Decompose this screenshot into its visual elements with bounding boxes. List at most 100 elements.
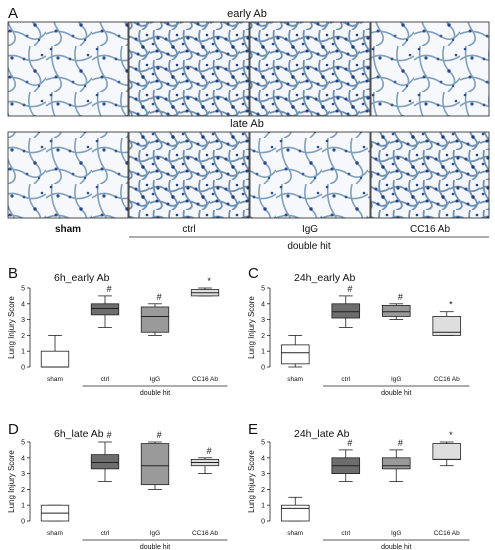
category-label: IgG <box>150 530 160 537</box>
charts-layer: B 6h_early Ab 0 1 2 3 4 5 Lung Injury Score sham #… <box>7 265 470 550</box>
box-body <box>90 454 120 470</box>
panel-letter: D <box>8 421 19 438</box>
box-ctrl: # <box>90 284 120 328</box>
significance-mark: # <box>107 430 112 440</box>
y-tick-label: 1 <box>261 349 265 356</box>
y-tick-label: 0 <box>261 519 265 526</box>
micrograph-early-sham <box>7 21 129 117</box>
double-hit-label: double hit <box>381 544 411 550</box>
significance-mark: # <box>157 292 162 302</box>
chart-title: 24h_late Ab <box>294 428 350 440</box>
significance-mark: # <box>347 438 352 448</box>
significance-mark: # <box>107 284 112 294</box>
box-body <box>331 303 361 319</box>
y-tick-label: 1 <box>261 503 265 510</box>
category-label: ctrl <box>101 376 110 383</box>
early-ab-label: early Ab <box>227 8 267 20</box>
chart-b: B 6h_early Ab 0 1 2 3 4 5 Lung Injury Score sham #… <box>7 265 228 397</box>
y-tick-label: 3 <box>261 471 265 478</box>
chart-title: 6h_late Ab <box>54 428 104 440</box>
y-tick-label: 0 <box>21 519 25 526</box>
box-body <box>40 350 70 368</box>
y-tick-label: 0 <box>261 365 265 372</box>
panel-letter: B <box>8 265 18 282</box>
y-tick-label: 2 <box>261 487 265 494</box>
category-label: CC16 Ab <box>434 530 460 537</box>
y-tick-label: 2 <box>21 487 25 494</box>
panel-a-letter: A <box>8 5 18 22</box>
double-hit-label: double hit <box>381 390 411 397</box>
y-tick-label: 3 <box>261 317 265 324</box>
box-sham <box>280 334 310 368</box>
box-body <box>381 457 411 470</box>
box-body <box>140 443 170 486</box>
box-body <box>90 303 120 316</box>
box-sham <box>40 334 70 368</box>
y-axis-label: Lung Injury Score <box>247 296 256 359</box>
y-tick-label: 4 <box>261 301 265 308</box>
box-body <box>280 344 310 365</box>
double-hit-label: double hit <box>140 544 170 550</box>
group-label-sham: sham <box>55 224 81 235</box>
y-tick-label: 1 <box>21 349 25 356</box>
significance-mark: # <box>207 446 212 456</box>
y-tick-label: 5 <box>261 286 265 293</box>
category-label: IgG <box>391 530 401 537</box>
y-tick-label: 4 <box>21 301 25 308</box>
category-label: ctrl <box>341 530 350 537</box>
box-cc16-ab: * <box>190 276 220 297</box>
group-label-ctrl: ctrl <box>182 224 195 235</box>
micrograph-late-cc16 <box>370 131 490 219</box>
y-tick-label: 3 <box>21 317 25 324</box>
box-igg: # <box>140 292 170 336</box>
y-tick-label: 2 <box>21 333 25 340</box>
y-tick-label: 0 <box>21 365 25 372</box>
significance-mark: # <box>347 284 352 294</box>
y-tick-label: 3 <box>21 471 25 478</box>
category-label: IgG <box>150 376 160 383</box>
micrograph-early-igg <box>249 21 371 117</box>
double-hit-label: double hit <box>287 241 331 252</box>
y-tick-label: 5 <box>261 440 265 447</box>
y-axis-label: Lung Injury Score <box>7 450 16 513</box>
box-cc16-ab: * <box>432 300 462 336</box>
y-axis-label: Lung Injury Score <box>7 296 16 359</box>
category-label: sham <box>47 530 63 537</box>
category-label: CC16 Ab <box>434 376 460 383</box>
chart-d: D 6h_late Ab 0 1 2 3 4 5 Lung Injury Score sham # c… <box>7 421 228 550</box>
micrograph-late-igg <box>249 131 371 219</box>
double-hit-label: double hit <box>140 390 170 397</box>
significance-mark: # <box>398 438 403 448</box>
category-label: sham <box>47 376 63 383</box>
box-ctrl: # <box>331 438 361 482</box>
micrograph-row-late <box>7 131 490 219</box>
significance-mark: # <box>398 292 403 302</box>
chart-e: E 24h_late Ab 0 1 2 3 4 5 Lung Injury Score sham #… <box>247 421 470 550</box>
box-igg: # <box>381 292 411 321</box>
y-tick-label: 5 <box>21 286 25 293</box>
box-sham <box>280 496 310 522</box>
chart-c: C 24h_early Ab 0 1 2 3 4 5 Lung Injury Score sham… <box>247 265 470 397</box>
box-body <box>280 504 310 522</box>
significance-mark: # <box>157 430 162 440</box>
box-body <box>381 304 411 317</box>
category-label: ctrl <box>341 376 350 383</box>
category-label: sham <box>287 530 303 537</box>
significance-mark: * <box>207 276 211 286</box>
category-label: IgG <box>391 376 401 383</box>
y-tick-label: 2 <box>261 333 265 340</box>
group-label-igg: IgG <box>302 224 318 235</box>
y-tick-label: 4 <box>21 455 25 462</box>
box-sham <box>40 504 70 522</box>
box-ctrl: # <box>90 430 120 482</box>
y-tick-label: 1 <box>21 503 25 510</box>
group-label-cc16: CC16 Ab <box>410 224 450 235</box>
micrograph-early-cc16 <box>370 21 490 117</box>
significance-mark: * <box>449 300 453 310</box>
panel-letter: E <box>248 421 258 438</box>
chart-title: 24h_early Ab <box>294 272 355 284</box>
category-label: sham <box>287 376 303 383</box>
y-tick-label: 4 <box>261 455 265 462</box>
box-igg: # <box>140 430 170 490</box>
